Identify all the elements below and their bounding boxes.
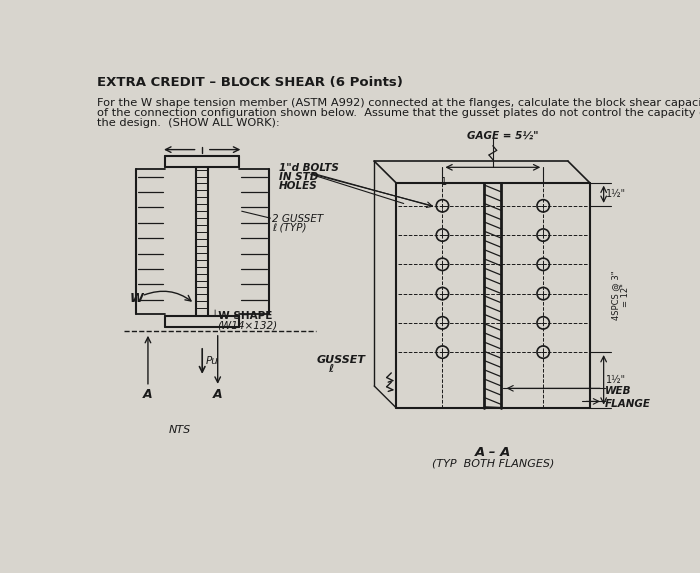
Text: A: A [143,388,153,401]
Text: WEB: WEB [606,386,631,396]
Text: A – A: A – A [475,446,511,459]
Text: For the W shape tension member (ASTM A992) connected at the flanges, calculate t: For the W shape tension member (ASTM A99… [97,98,700,108]
Text: 2 GUSSET: 2 GUSSET [272,214,323,223]
Text: 4SPCS @ 3"
= 12": 4SPCS @ 3" = 12" [611,270,631,320]
Text: 1: 1 [441,176,447,187]
Text: ℓ (TYP): ℓ (TYP) [272,223,307,233]
Text: the design.  (SHOW ALL WORK):: the design. (SHOW ALL WORK): [97,118,279,128]
Text: (W14×132): (W14×132) [218,320,278,331]
Text: A: A [213,388,223,401]
Text: 1½": 1½" [606,189,626,199]
Text: GUSSET: GUSSET [316,355,365,365]
Text: W: W [130,292,143,305]
Text: NTS: NTS [169,425,191,434]
Text: FLANGE: FLANGE [606,399,651,409]
Text: 1"d BOLTS: 1"d BOLTS [279,163,339,172]
Text: ℓ: ℓ [328,364,333,374]
Text: HOLES: HOLES [279,181,318,191]
Text: IN STD: IN STD [279,172,318,182]
Text: EXTRA CREDIT – BLOCK SHEAR (6 Points): EXTRA CREDIT – BLOCK SHEAR (6 Points) [97,76,402,89]
Text: (TYP  BOTH FLANGES): (TYP BOTH FLANGES) [432,458,554,468]
Text: └W SHAPE: └W SHAPE [212,311,272,321]
Text: GAGE = 5½": GAGE = 5½" [468,131,539,140]
Text: 1½": 1½" [606,375,626,385]
Text: of the connection configuration shown below.  Assume that the gusset plates do n: of the connection configuration shown be… [97,108,700,118]
Text: Pu: Pu [205,356,218,366]
